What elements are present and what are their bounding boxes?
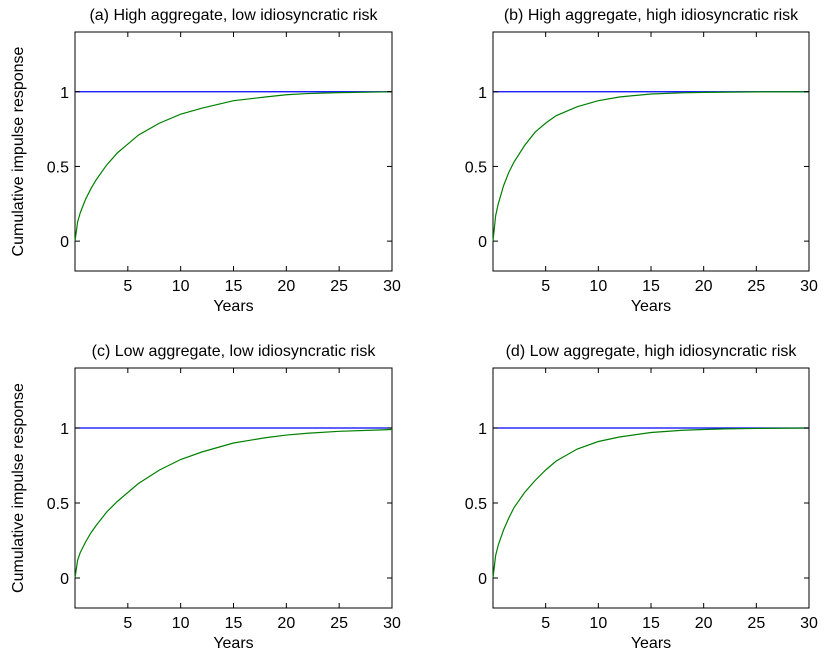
series-line-2 — [74, 428, 393, 579]
y-tick-label: 1 — [478, 421, 487, 438]
x-tick-label: 30 — [383, 278, 401, 295]
y-tick-label: 0 — [478, 234, 487, 251]
x-tick-label: 5 — [123, 278, 132, 295]
x-tick-label: 5 — [541, 615, 550, 632]
x-tick-label: 10 — [172, 278, 190, 295]
chart-title: (c) Low aggregate, low idiosyncratic ris… — [92, 343, 377, 360]
x-tick-label: 10 — [589, 615, 607, 632]
x-tick-label: 15 — [642, 278, 660, 295]
series-line-2 — [74, 91, 393, 242]
chart-panel-2: 5 10 15 20 25 30 0 0.5 1 (b) High aggregate, high… — [465, 7, 818, 315]
chart-title: (b) High aggregate, high idiosyncratic r… — [504, 7, 799, 24]
y-tick-label: 1 — [60, 421, 69, 438]
x-tick-label: 10 — [172, 615, 190, 632]
chart-panel-3: 5 10 15 20 25 30 0 0.5 1 (c) Low aggregate, low i… — [10, 343, 401, 652]
y-tick-label: 0.5 — [47, 496, 69, 513]
plot-area-frame — [74, 367, 393, 609]
chart-title: (d) Low aggregate, high idiosyncratic ri… — [506, 343, 798, 360]
plot-area-frame — [492, 367, 810, 609]
x-tick-label: 30 — [800, 278, 818, 295]
x-tick-label: 30 — [383, 615, 401, 632]
x-tick-label: 25 — [747, 615, 765, 632]
x-tick-label: 20 — [695, 278, 713, 295]
x-tick-label: 20 — [277, 615, 295, 632]
y-axis-label: Cumulative impulse response — [10, 46, 27, 256]
x-axis-label: Years — [631, 635, 671, 652]
y-tick-label: 1 — [478, 85, 487, 102]
series-line-2 — [492, 91, 810, 242]
x-tick-label: 25 — [330, 278, 348, 295]
y-tick-label: 1 — [60, 85, 69, 102]
y-tick-label: 0 — [478, 571, 487, 588]
plot-area-frame — [492, 31, 810, 272]
x-axis-label: Years — [213, 635, 253, 652]
y-tick-label: 0 — [60, 571, 69, 588]
x-tick-label: 15 — [642, 615, 660, 632]
x-tick-label: 10 — [589, 278, 607, 295]
y-tick-label: 0.5 — [465, 159, 487, 176]
x-tick-label: 20 — [695, 615, 713, 632]
x-tick-label: 30 — [800, 615, 818, 632]
x-tick-label: 20 — [277, 278, 295, 295]
chart-panel-1: 5 10 15 20 25 30 0 0.5 1 (a) High aggregate, low … — [10, 7, 401, 315]
x-tick-label: 15 — [225, 615, 243, 632]
series-line-2 — [492, 427, 810, 579]
y-tick-label: 0.5 — [47, 159, 69, 176]
y-tick-label: 0 — [60, 234, 69, 251]
y-tick-label: 0.5 — [465, 496, 487, 513]
x-axis-label: Years — [213, 298, 253, 315]
chart-panel-4: 5 10 15 20 25 30 0 0.5 1 (d) Low aggregate, high … — [465, 343, 818, 652]
x-axis-label: Years — [631, 298, 671, 315]
plot-area-frame — [74, 31, 393, 272]
x-tick-label: 15 — [225, 278, 243, 295]
x-tick-label: 25 — [330, 615, 348, 632]
y-axis-label: Cumulative impulse response — [10, 383, 27, 593]
chart-title: (a) High aggregate, low idiosyncratic ri… — [89, 7, 378, 24]
x-tick-label: 5 — [541, 278, 550, 295]
x-tick-label: 25 — [747, 278, 765, 295]
x-tick-label: 5 — [123, 615, 132, 632]
